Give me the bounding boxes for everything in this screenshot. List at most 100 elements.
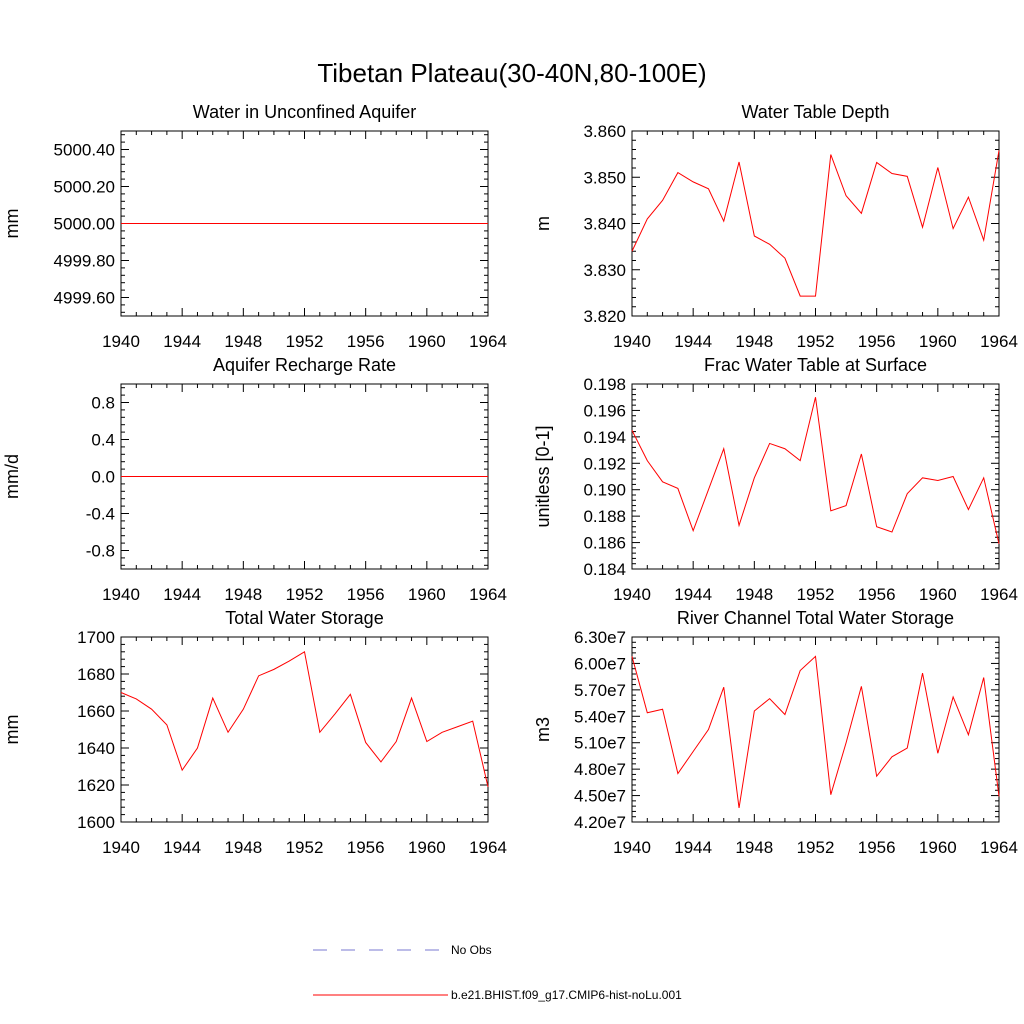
figure-title: Tibetan Plateau(30-40N,80-100E) xyxy=(317,58,706,88)
x-tick-label: 1940 xyxy=(102,585,140,604)
y-tick-label: 0.188 xyxy=(583,507,626,526)
y-tick-label: 4.80e7 xyxy=(574,760,626,779)
y-tick-label: -0.8 xyxy=(86,542,115,561)
y-tick-label: 4999.60 xyxy=(54,289,115,308)
panel-6: 1940 1944 1948 1952 1956 1960 1964 4.20e7 4.50e7… xyxy=(533,608,1018,857)
x-tick-label: 1944 xyxy=(163,332,201,351)
x-tick-label: 1944 xyxy=(163,838,201,857)
plot-frame xyxy=(631,383,1000,570)
legend-label-model: b.e21.BHIST.f09_g17.CMIP6-hist-noLu.001 xyxy=(451,988,682,1002)
x-tick-label: 1948 xyxy=(735,585,773,604)
y-tick-label: 1660 xyxy=(77,702,115,721)
x-tick-label: 1952 xyxy=(286,585,324,604)
panel-4: 1940 1944 1948 1952 1956 1960 1964 0.184 0.186 0.… xyxy=(533,355,1018,604)
x-tick-label: 1956 xyxy=(858,332,896,351)
y-tick-label: 3.820 xyxy=(583,307,626,326)
x-tick-label: 1952 xyxy=(286,838,324,857)
y-tick-label: 3.850 xyxy=(583,168,626,187)
x-tick-label: 1952 xyxy=(797,838,835,857)
x-tick-label: 1948 xyxy=(735,332,773,351)
y-tick-label: 0.186 xyxy=(583,534,626,553)
x-tick-label: 1960 xyxy=(408,585,446,604)
x-tick-label: 1940 xyxy=(102,332,140,351)
x-tick-label: 1960 xyxy=(919,585,957,604)
legend: No Obs b.e21.BHIST.f09_g17.CMIP6-hist-no… xyxy=(313,943,682,1002)
panel-title: Frac Water Table at Surface xyxy=(704,355,927,375)
series-line xyxy=(120,650,489,787)
y-tick-label: 0.190 xyxy=(583,481,626,500)
panel-1: 1940 1944 1948 1952 1956 1960 1964 4999.60 4999.… xyxy=(2,102,507,351)
y-axis-label: m3 xyxy=(533,717,553,742)
legend-item-no-obs: No Obs xyxy=(313,943,492,957)
x-tick-label: 1940 xyxy=(102,838,140,857)
x-tick-label: 1964 xyxy=(469,332,507,351)
y-tick-label: 0.192 xyxy=(583,454,626,473)
y-tick-label: 0.198 xyxy=(583,375,626,394)
y-tick-label: 5.10e7 xyxy=(574,734,626,753)
plot-frame xyxy=(120,636,489,823)
panels: 1940 1944 1948 1952 1956 1960 1964 4999.60 4999.… xyxy=(2,102,1018,857)
legend-item-model: b.e21.BHIST.f09_g17.CMIP6-hist-noLu.001 xyxy=(313,988,682,1002)
y-tick-label: 4999.80 xyxy=(54,252,115,271)
y-tick-label: 1680 xyxy=(77,665,115,684)
panel-2: 1940 1944 1948 1952 1956 1960 1964 3.820 3.830 3.… xyxy=(533,102,1018,351)
y-tick-label: 5.70e7 xyxy=(574,681,626,700)
y-tick-label: 1600 xyxy=(77,813,115,832)
x-tick-label: 1956 xyxy=(347,585,385,604)
y-tick-label: 5000.40 xyxy=(54,141,115,160)
y-tick-label: 1640 xyxy=(77,739,115,758)
y-axis-label: m xyxy=(533,216,553,231)
x-tick-label: 1964 xyxy=(469,585,507,604)
x-tick-label: 1964 xyxy=(469,838,507,857)
y-tick-label: 3.840 xyxy=(583,215,626,234)
x-tick-label: 1944 xyxy=(674,332,712,351)
y-axis-label: unitless [0-1] xyxy=(533,425,553,527)
x-tick-label: 1940 xyxy=(613,585,651,604)
y-tick-label: 5000.20 xyxy=(54,178,115,197)
x-tick-label: 1940 xyxy=(613,838,651,857)
y-axis-label: mm/d xyxy=(2,454,22,499)
y-tick-label: 1620 xyxy=(77,776,115,795)
y-tick-label: 4.20e7 xyxy=(574,813,626,832)
y-axis-label: mm xyxy=(2,715,22,745)
y-tick-label: 0.196 xyxy=(583,401,626,420)
x-tick-label: 1960 xyxy=(408,332,446,351)
series-line xyxy=(631,150,1000,297)
y-tick-label: -0.4 xyxy=(86,505,115,524)
x-tick-label: 1964 xyxy=(980,585,1018,604)
x-tick-label: 1940 xyxy=(613,332,651,351)
x-tick-label: 1960 xyxy=(919,838,957,857)
x-tick-label: 1964 xyxy=(980,838,1018,857)
x-tick-label: 1948 xyxy=(735,838,773,857)
y-tick-label: 4.50e7 xyxy=(574,787,626,806)
y-tick-label: 0.184 xyxy=(583,560,626,579)
plot-frame xyxy=(631,130,1000,317)
y-tick-label: 3.860 xyxy=(583,122,626,141)
x-tick-label: 1944 xyxy=(674,838,712,857)
panel-title: Water in Unconfined Aquifer xyxy=(193,102,416,122)
y-axis-label: mm xyxy=(2,209,22,239)
panel-title: Water Table Depth xyxy=(741,102,889,122)
panel-title: Aquifer Recharge Rate xyxy=(213,355,396,375)
x-tick-label: 1956 xyxy=(347,332,385,351)
x-tick-label: 1952 xyxy=(286,332,324,351)
y-tick-label: 0.8 xyxy=(91,394,115,413)
y-tick-label: 5000.00 xyxy=(54,215,115,234)
series-line xyxy=(631,397,1000,545)
x-tick-label: 1956 xyxy=(858,585,896,604)
y-tick-label: 3.830 xyxy=(583,261,626,280)
x-tick-label: 1956 xyxy=(858,838,896,857)
x-tick-label: 1948 xyxy=(224,838,262,857)
x-tick-label: 1956 xyxy=(347,838,385,857)
panel-title: Total Water Storage xyxy=(225,608,383,628)
x-tick-label: 1952 xyxy=(797,332,835,351)
panel-title: River Channel Total Water Storage xyxy=(677,608,954,628)
x-tick-label: 1948 xyxy=(224,332,262,351)
x-tick-label: 1952 xyxy=(797,585,835,604)
y-tick-label: 0.0 xyxy=(91,468,115,487)
panel-3: 1940 1944 1948 1952 1956 1960 1964 -0.8 -0.4 0.0 0… xyxy=(2,355,507,604)
y-tick-label: 5.40e7 xyxy=(574,707,626,726)
legend-label-no-obs: No Obs xyxy=(451,943,492,957)
x-tick-label: 1944 xyxy=(163,585,201,604)
